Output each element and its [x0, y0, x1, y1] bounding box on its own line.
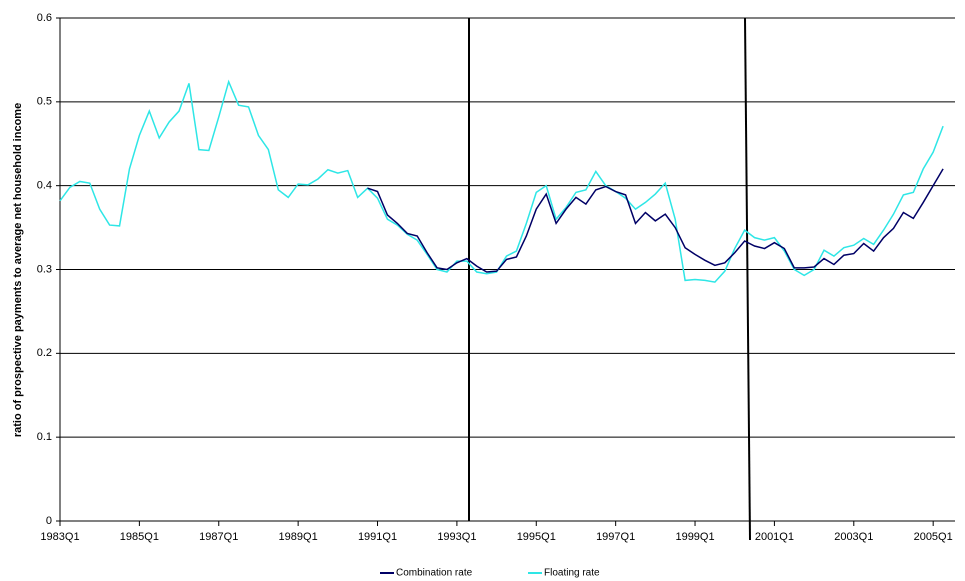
y-tick-label: 0.4: [37, 180, 52, 192]
x-tick-label: 1991Q1: [358, 531, 397, 543]
y-tick-label: 0.3: [37, 263, 52, 275]
y-tick-label: 0.6: [37, 12, 52, 24]
x-tick-label: 1989Q1: [279, 531, 318, 543]
x-tick-label: 1999Q1: [675, 531, 714, 543]
y-tick-label: 0.5: [37, 96, 52, 108]
x-tick-label: 2005Q1: [914, 531, 953, 543]
x-tick-label: 1987Q1: [199, 531, 238, 543]
series-line: [59, 79, 944, 283]
x-tick-label: 2003Q1: [834, 531, 873, 543]
x-tick-label: 1997Q1: [596, 531, 635, 543]
y-tick-label: 0.2: [37, 347, 52, 359]
legend-label: Combination rate: [396, 568, 473, 579]
divider-line: [744, 17, 751, 541]
x-tick-label: 1983Q1: [40, 531, 79, 543]
y-tick-label: 0.1: [37, 431, 52, 443]
series-line: [367, 168, 944, 273]
y-tick-label: 0: [46, 515, 52, 527]
y-axis-label: ratio of prospective payments to average…: [12, 103, 24, 437]
x-tick-label: 1995Q1: [517, 531, 556, 543]
x-tick-label: 2001Q1: [755, 531, 794, 543]
legend-label: Floating rate: [544, 568, 600, 579]
x-tick-label: 1993Q1: [437, 531, 476, 543]
x-tick-label: 1985Q1: [120, 531, 159, 543]
